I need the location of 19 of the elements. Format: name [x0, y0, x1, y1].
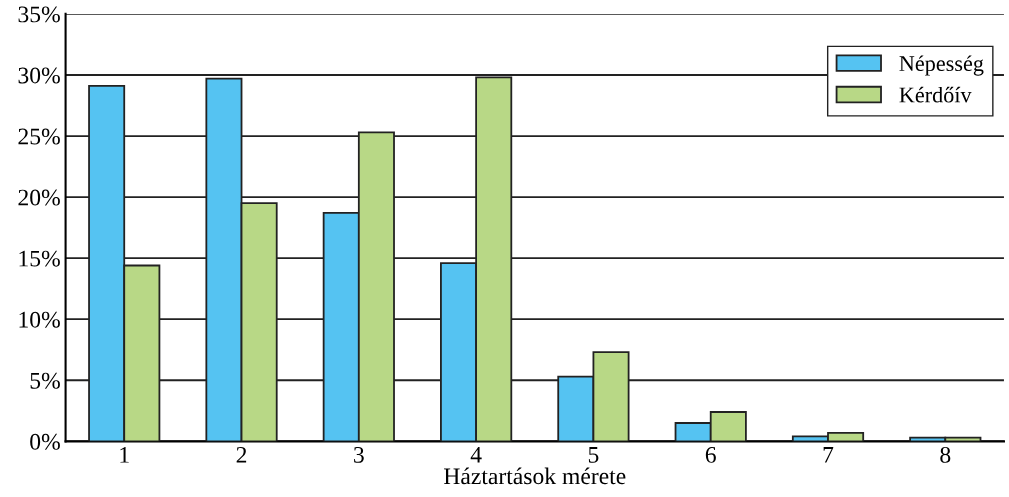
y-tick-label: 10% — [19, 311, 60, 328]
y-tick-label: 15% — [19, 250, 60, 267]
x-tick-label: 7 — [823, 447, 834, 463]
y-tick-label: 25% — [18, 128, 60, 145]
x-tick-label: 6 — [705, 446, 716, 463]
y-tick-label: 0% — [30, 433, 60, 450]
y-tick-label: 30% — [18, 67, 60, 84]
x-tick-label: 1 — [120, 446, 129, 463]
legend-label: Kérdőív — [899, 86, 972, 103]
x-tick-label: 2 — [236, 446, 247, 463]
x-tick-label: 3 — [354, 446, 364, 463]
y-tick-label: 20% — [18, 189, 60, 206]
x-tick-label: 4 — [470, 447, 482, 463]
x-axis-title: Háztartások mérete — [444, 467, 626, 485]
y-tick-label: 35% — [18, 6, 60, 23]
x-tick-label: 8 — [940, 446, 951, 463]
x-tick-label: 5 — [588, 447, 599, 463]
y-tick-label: 5% — [30, 372, 60, 389]
legend-label: Népesség — [899, 55, 984, 76]
